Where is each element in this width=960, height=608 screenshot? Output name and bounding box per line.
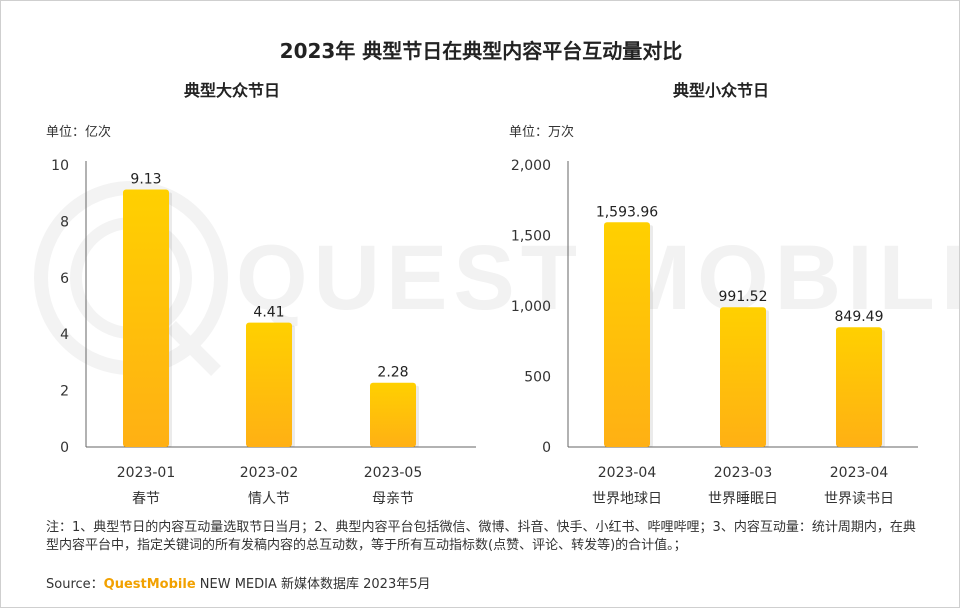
right-y-tick-label: 1,000 [511, 299, 551, 315]
left-category-sublabel: 情人节 [248, 491, 290, 507]
left-category-label: 2023-05 [364, 465, 423, 481]
right-category-label: 2023-04 [830, 465, 889, 481]
right-y-tick-label: 500 [524, 370, 551, 386]
source-prefix: Source： [46, 577, 104, 592]
right-bar [604, 222, 650, 447]
chart-left-title: 典型大众节日 [183, 81, 280, 100]
left-category-sublabel: 母亲节 [372, 491, 414, 507]
left-category-label: 2023-02 [240, 465, 299, 481]
left-category-label: 2023-01 [117, 465, 176, 481]
left-y-tick-label: 0 [60, 440, 69, 456]
chart-left-unit: 单位：亿次 [46, 125, 112, 140]
right-bar-value-label: 1,593.96 [596, 204, 658, 220]
left-bar-value-label: 9.13 [130, 172, 161, 188]
left-bar [370, 382, 416, 447]
left-bar-value-label: 4.41 [253, 305, 284, 321]
right-y-tick-label: 1,500 [511, 229, 551, 245]
left-bar [123, 189, 169, 447]
source-suffix: NEW MEDIA 新媒体数据库 2023年5月 [195, 577, 431, 592]
source-line: Source：QuestMobile NEW MEDIA 新媒体数据库 2023… [46, 573, 431, 592]
left-y-tick-label: 4 [60, 327, 69, 343]
right-bar-value-label: 991.52 [719, 289, 768, 305]
left-bar [246, 322, 292, 447]
chart-right-title: 典型小众节日 [672, 81, 769, 100]
right-category-label: 2023-03 [714, 465, 773, 481]
right-y-tick-label: 2,000 [511, 158, 551, 174]
right-category-sublabel: 世界地球日 [592, 491, 662, 507]
right-category-sublabel: 世界睡眠日 [708, 491, 778, 507]
left-y-tick-label: 2 [60, 384, 69, 400]
chart-right-unit: 单位：万次 [509, 125, 575, 140]
left-bar-value-label: 2.28 [377, 365, 408, 381]
right-category-sublabel: 世界读书日 [824, 490, 894, 507]
right-bar-value-label: 849.49 [835, 309, 884, 325]
right-y-tick-label: 0 [542, 440, 551, 456]
right-bar [836, 327, 882, 447]
left-category-sublabel: 春节 [132, 491, 160, 507]
left-y-tick-label: 10 [51, 158, 69, 174]
right-category-label: 2023-04 [598, 465, 657, 481]
left-y-tick-label: 8 [60, 214, 69, 230]
left-y-tick-label: 6 [60, 271, 69, 287]
right-bar [720, 307, 766, 447]
footnote: 注：1、典型节日的内容互动量选取节日当月；2、典型内容平台包括微信、微博、抖音、… [46, 520, 916, 553]
page-title: 2023年 典型节日在典型内容平台互动量对比 [279, 39, 683, 63]
source-brand: QuestMobile [103, 577, 196, 592]
